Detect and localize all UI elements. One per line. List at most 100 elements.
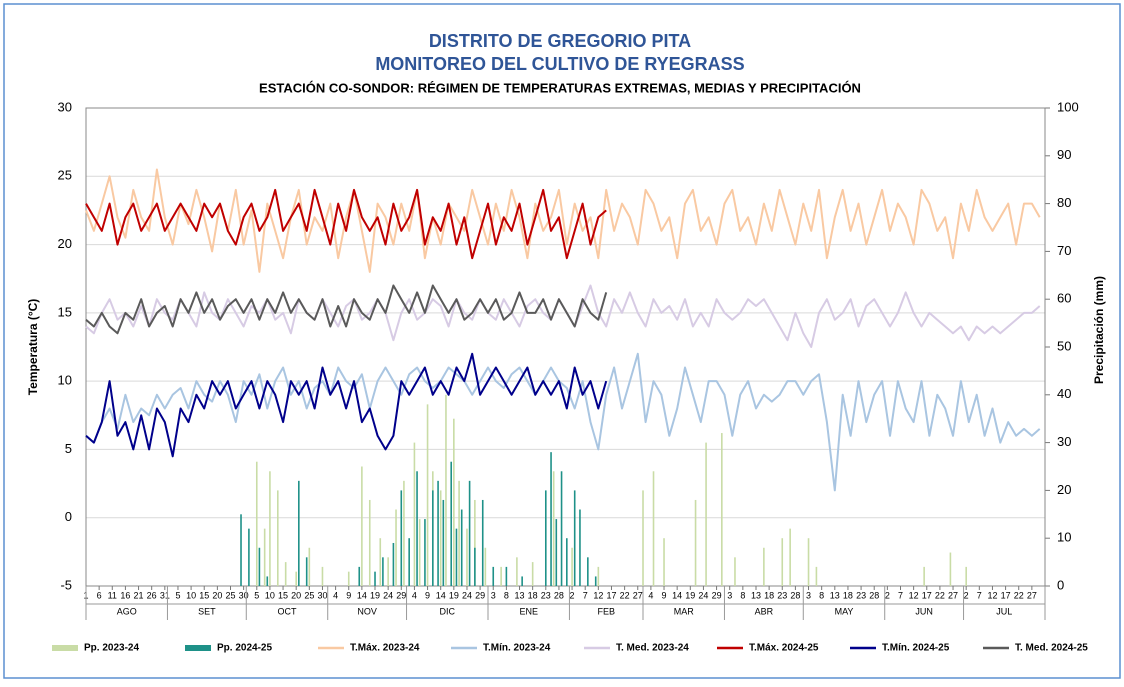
x-tick-label: 25 (304, 590, 314, 600)
y2-tick-label: 90 (1057, 147, 1071, 162)
line-series (85, 352, 608, 458)
y-tick-label: 25 (58, 168, 72, 183)
bar (544, 490, 547, 586)
line-series (85, 168, 1041, 273)
x-tick-label: 13 (830, 590, 840, 600)
bar (442, 499, 445, 586)
x-tick-label: 24 (462, 590, 472, 600)
x-tick-label: 19 (685, 590, 695, 600)
x-tick-label: 3 (727, 590, 732, 600)
bar (566, 538, 568, 586)
x-tick-label: 9 (662, 590, 667, 600)
x-tick-label: 2 (964, 590, 969, 600)
x-tick-label: 14 (357, 590, 367, 600)
y-tick-label: 5 (65, 441, 72, 456)
y-tick-label: 0 (65, 509, 72, 524)
bar (579, 509, 581, 586)
x-tick-label: 27 (633, 590, 643, 600)
x-tick-label: 17 (606, 590, 616, 600)
x-tick-label: 15 (278, 590, 288, 600)
x-tick-label: 7 (898, 590, 903, 600)
bar (308, 547, 311, 586)
bar (374, 571, 376, 586)
bar (781, 538, 784, 586)
y2-tick-label: 20 (1057, 482, 1071, 497)
bar (550, 452, 552, 586)
line-series (85, 284, 608, 335)
month-label: NOV (357, 606, 377, 616)
x-tick-label: 19 (370, 590, 380, 600)
x-tick-label: 2 (885, 590, 890, 600)
x-tick-label: 30 (317, 590, 327, 600)
bar (240, 514, 242, 586)
bar (426, 404, 429, 586)
bar (642, 490, 644, 586)
y-tick-label: 20 (58, 236, 72, 251)
y2-tick-label: 30 (1057, 434, 1071, 449)
bar (445, 394, 447, 586)
x-tick-label: 30 (239, 590, 249, 600)
x-tick-label: 7 (583, 590, 588, 600)
bar (358, 566, 361, 586)
x-tick-label: 10 (265, 590, 275, 600)
chart-subtitle: MONITOREO DEL CULTIVO DE RYEGRASS (375, 54, 744, 74)
x-tick-label: 13 (751, 590, 761, 600)
x-tick-label: 29 (475, 590, 485, 600)
bar (263, 528, 266, 586)
x-tick-label: 18 (764, 590, 774, 600)
bar (663, 538, 665, 586)
y2-tick-label: 60 (1057, 291, 1071, 306)
month-label: ENE (519, 606, 538, 616)
x-tick-label: 17 (1001, 590, 1011, 600)
bar (277, 490, 279, 586)
month-label: MAY (835, 606, 854, 616)
bar (555, 519, 558, 586)
x-tick-label: 23 (856, 590, 866, 600)
month-label: ABR (755, 606, 774, 616)
bar (413, 442, 416, 586)
bar (266, 576, 269, 586)
bar (305, 557, 308, 586)
x-tick-label: 13 (515, 590, 525, 600)
bar (474, 499, 476, 586)
bar (392, 542, 395, 586)
y2-tick-label: 80 (1057, 195, 1071, 210)
month-label: SET (198, 606, 216, 616)
bar (500, 566, 502, 586)
x-tick-label: 28 (790, 590, 800, 600)
bar (571, 547, 573, 586)
bar (965, 566, 967, 586)
bar (321, 566, 324, 586)
bar (416, 471, 418, 586)
bar (789, 528, 791, 586)
bar (521, 576, 523, 586)
x-tick-label: 18 (528, 590, 538, 600)
legend-label: Pp. 2024-25 (217, 643, 272, 654)
bar (474, 547, 476, 586)
x-tick-label: 6 (97, 590, 102, 600)
bar (516, 557, 518, 586)
legend-label: T. Med. 2024-25 (1015, 643, 1088, 654)
x-tick-label: 28 (869, 590, 879, 600)
bar (379, 538, 382, 586)
y-tick-label: 15 (58, 304, 72, 319)
x-tick-label: 8 (819, 590, 824, 600)
legend-swatch (52, 645, 78, 651)
x-tick-label: 8 (504, 590, 509, 600)
x-tick-label: 16 (120, 590, 130, 600)
y2-tick-label: 0 (1057, 577, 1064, 592)
bar (361, 466, 363, 586)
y-axis-label: Temperatura (°C) (26, 299, 40, 396)
y2-axis-label: Precipitación (mm) (1092, 276, 1106, 384)
bar (395, 509, 397, 586)
x-tick-label: 20 (291, 590, 301, 600)
plot-area (85, 107, 1046, 587)
bar (587, 557, 589, 586)
bar (734, 557, 736, 586)
x-tick-label: 4 (648, 590, 653, 600)
bar (458, 480, 460, 586)
x-tick-label: 29 (396, 590, 406, 600)
y2-tick-label: 100 (1057, 99, 1079, 114)
bar (437, 480, 439, 586)
